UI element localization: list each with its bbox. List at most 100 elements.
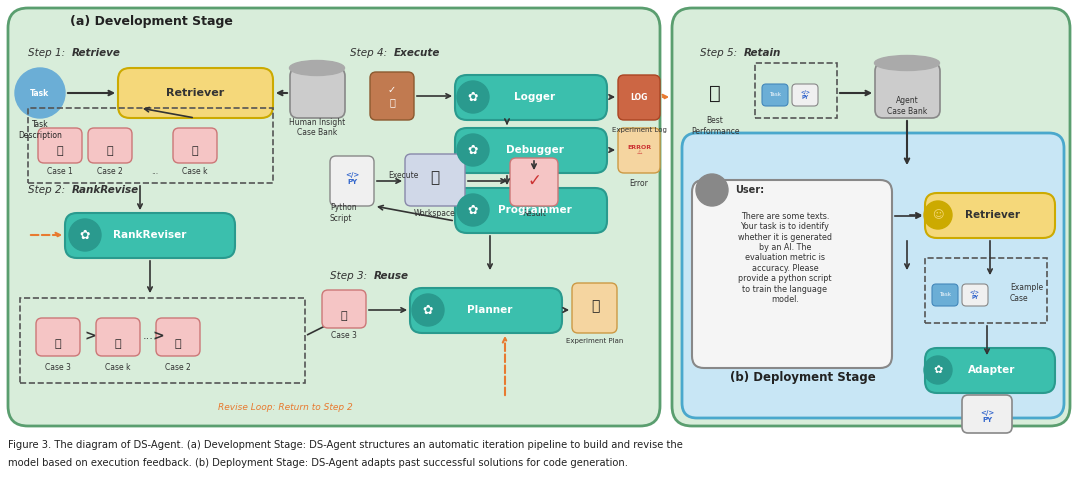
FancyBboxPatch shape [455, 188, 607, 233]
FancyBboxPatch shape [618, 75, 660, 120]
Text: ✿: ✿ [468, 204, 478, 217]
Text: Case 3: Case 3 [332, 332, 356, 340]
Text: Step 2:: Step 2: [28, 185, 68, 195]
Text: Case k: Case k [105, 363, 131, 372]
Text: Result: Result [522, 208, 545, 217]
Circle shape [411, 294, 444, 326]
FancyBboxPatch shape [924, 193, 1055, 238]
Text: Agent
Case Bank: Agent Case Bank [887, 96, 927, 116]
Text: Experiment Plan: Experiment Plan [566, 338, 623, 344]
Text: ...: ... [143, 331, 153, 341]
FancyBboxPatch shape [962, 284, 988, 306]
Circle shape [696, 174, 728, 206]
Text: Revise Loop: Return to Step 2: Revise Loop: Return to Step 2 [218, 403, 352, 413]
Text: ✿: ✿ [468, 143, 478, 156]
FancyBboxPatch shape [672, 8, 1070, 426]
FancyBboxPatch shape [405, 154, 465, 206]
Text: ✓: ✓ [527, 172, 541, 190]
FancyBboxPatch shape [410, 288, 562, 333]
FancyBboxPatch shape [96, 318, 140, 356]
Bar [755, 63, 837, 118]
Text: Reuse: Reuse [374, 271, 409, 281]
Text: Debugger: Debugger [507, 145, 564, 155]
Text: Case 2: Case 2 [165, 363, 191, 372]
Text: Task: Task [769, 93, 781, 98]
Text: ✿: ✿ [468, 90, 478, 104]
Text: User:: User: [735, 185, 765, 195]
Text: 💻: 💻 [431, 171, 440, 185]
Text: Retrieve: Retrieve [72, 48, 121, 58]
Text: Case 2: Case 2 [97, 166, 123, 175]
Text: Python
Script: Python Script [330, 203, 356, 223]
Text: ERROR
⚠: ERROR ⚠ [626, 145, 651, 155]
Text: >: > [152, 329, 164, 343]
FancyBboxPatch shape [692, 180, 892, 368]
Text: Example
Case: Example Case [1010, 283, 1043, 303]
Text: 🔍: 🔍 [191, 146, 199, 156]
Text: </>
PY: </> PY [800, 89, 810, 100]
Circle shape [924, 356, 951, 384]
Circle shape [457, 81, 489, 113]
Text: Step 4:: Step 4: [350, 48, 390, 58]
Text: Task: Task [939, 293, 951, 297]
Ellipse shape [875, 55, 940, 70]
Circle shape [457, 134, 489, 166]
Text: Figure 3. The diagram of DS-Agent. (a) Development Stage: DS-Agent structures an: Figure 3. The diagram of DS-Agent. (a) D… [8, 440, 683, 450]
Text: ✓
📋: ✓ 📋 [388, 85, 396, 107]
Text: Best
Performance: Best Performance [691, 116, 739, 136]
Text: ☺: ☺ [932, 210, 944, 220]
Bar [28, 108, 273, 183]
FancyBboxPatch shape [455, 75, 607, 120]
Text: 📋: 📋 [591, 299, 599, 313]
FancyBboxPatch shape [8, 8, 660, 426]
FancyBboxPatch shape [370, 72, 414, 120]
Text: >: > [84, 329, 96, 343]
FancyBboxPatch shape [322, 290, 366, 328]
Text: 🔍: 🔍 [175, 339, 181, 349]
Circle shape [457, 194, 489, 226]
Text: Task: Task [30, 88, 50, 98]
Text: ...: ... [151, 166, 159, 175]
Text: RankRevise: RankRevise [72, 185, 139, 195]
Text: 🔍: 🔍 [340, 311, 348, 321]
Text: </>
PY: </> PY [970, 290, 980, 300]
Circle shape [924, 201, 951, 229]
Circle shape [15, 68, 65, 118]
FancyBboxPatch shape [38, 128, 82, 163]
Circle shape [69, 219, 102, 251]
Text: Execute: Execute [394, 48, 441, 58]
FancyBboxPatch shape [65, 213, 235, 258]
Text: Human Insight
Case Bank: Human Insight Case Bank [288, 118, 346, 137]
Text: Task
Description: Task Description [18, 120, 62, 140]
Text: Case 1: Case 1 [48, 166, 72, 175]
Text: model based on execution feedback. (b) Deployment Stage: DS-Agent adapts past su: model based on execution feedback. (b) D… [8, 458, 627, 468]
Text: Planner: Planner [468, 305, 513, 315]
Text: Programmer: Programmer [498, 205, 572, 215]
Text: Step 1:: Step 1: [28, 48, 68, 58]
FancyBboxPatch shape [510, 158, 558, 206]
Text: 🔍: 🔍 [55, 339, 62, 349]
FancyBboxPatch shape [118, 68, 273, 118]
Text: Error: Error [630, 178, 648, 187]
Text: Workspace: Workspace [414, 208, 456, 217]
FancyBboxPatch shape [291, 68, 345, 118]
Text: Retriever: Retriever [964, 210, 1020, 220]
FancyBboxPatch shape [792, 84, 818, 106]
Text: ✿: ✿ [422, 304, 433, 316]
FancyBboxPatch shape [173, 128, 217, 163]
FancyBboxPatch shape [455, 128, 607, 173]
Text: 🔍: 🔍 [114, 339, 121, 349]
Text: ✿: ✿ [80, 228, 91, 241]
FancyBboxPatch shape [875, 63, 940, 118]
Text: Case 3: Case 3 [45, 363, 71, 372]
Ellipse shape [289, 61, 345, 76]
Bar [21, 298, 305, 383]
FancyBboxPatch shape [681, 133, 1064, 418]
Text: Logger: Logger [514, 92, 555, 102]
FancyBboxPatch shape [762, 84, 788, 106]
FancyBboxPatch shape [962, 395, 1012, 433]
Text: Case k: Case k [183, 166, 207, 175]
Text: Retain: Retain [744, 48, 781, 58]
FancyBboxPatch shape [156, 318, 200, 356]
Text: Experiment Log: Experiment Log [611, 127, 666, 133]
